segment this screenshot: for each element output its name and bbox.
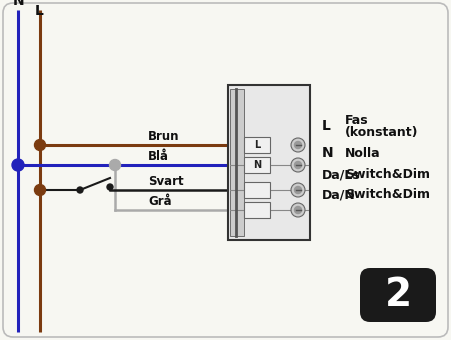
- Circle shape: [291, 158, 305, 172]
- Text: L: L: [35, 4, 44, 18]
- Circle shape: [291, 183, 305, 197]
- Circle shape: [77, 187, 83, 193]
- Bar: [244, 157, 270, 173]
- Text: Brun: Brun: [148, 130, 179, 143]
- FancyBboxPatch shape: [3, 3, 448, 337]
- Text: L: L: [254, 140, 260, 150]
- Text: Switch&Dim: Switch&Dim: [345, 168, 430, 181]
- Text: N: N: [322, 146, 334, 160]
- Text: N: N: [13, 0, 25, 8]
- Circle shape: [12, 159, 24, 171]
- Text: Fas: Fas: [345, 114, 368, 127]
- Text: Svart: Svart: [148, 175, 184, 188]
- Text: L: L: [322, 119, 331, 133]
- Bar: [244, 182, 270, 198]
- Circle shape: [291, 203, 305, 217]
- Circle shape: [295, 162, 302, 169]
- Circle shape: [295, 141, 302, 149]
- Bar: [244, 202, 270, 218]
- Bar: [244, 137, 270, 153]
- Text: Blå: Blå: [148, 150, 169, 163]
- Text: Switch&Dim: Switch&Dim: [345, 188, 430, 201]
- Circle shape: [107, 184, 113, 190]
- Bar: [230, 89, 244, 236]
- Text: N: N: [253, 160, 261, 170]
- FancyBboxPatch shape: [360, 268, 436, 322]
- Circle shape: [291, 138, 305, 152]
- Text: Da/Ls: Da/Ls: [322, 168, 361, 181]
- Text: Da/N: Da/N: [322, 188, 356, 201]
- Text: Grå: Grå: [148, 195, 172, 208]
- Bar: [228, 85, 310, 240]
- Text: Nolla: Nolla: [345, 147, 381, 160]
- Circle shape: [110, 159, 120, 170]
- Text: (konstant): (konstant): [345, 126, 419, 139]
- Circle shape: [34, 139, 46, 151]
- Circle shape: [34, 185, 46, 195]
- Text: 2: 2: [384, 276, 412, 314]
- Circle shape: [295, 206, 302, 214]
- Circle shape: [295, 187, 302, 193]
